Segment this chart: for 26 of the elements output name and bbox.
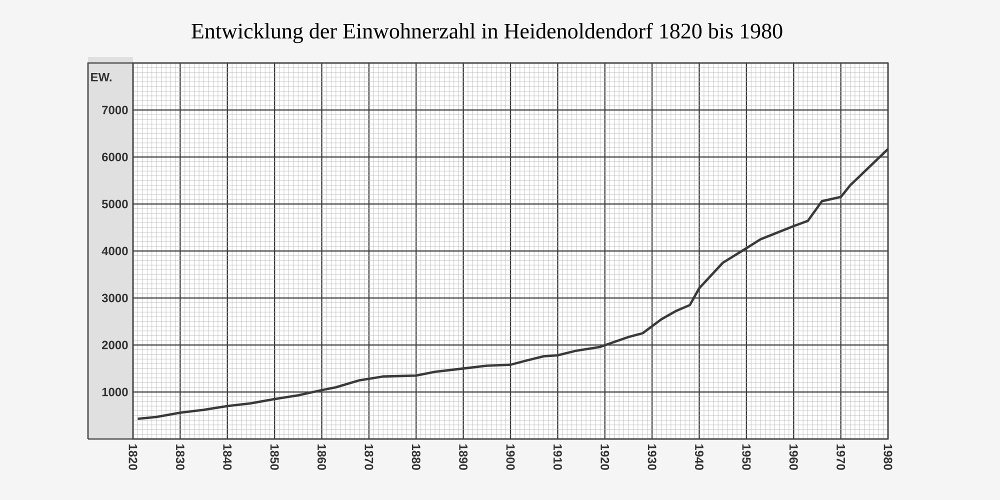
x-tick-label: 1830 <box>176 444 184 470</box>
x-tick-label: 1950 <box>742 444 751 470</box>
y-tick-label: 3000 <box>102 294 128 302</box>
x-tick-label: 1980 <box>884 444 892 470</box>
x-tick-label: 1820 <box>128 444 138 470</box>
y-tick-label: 2000 <box>102 340 128 350</box>
x-tick-label: 1850 <box>270 444 279 470</box>
x-tick-label: 1930 <box>648 444 656 470</box>
y-tick-label: 5000 <box>102 200 128 208</box>
y-tick-label: 6000 <box>102 152 128 162</box>
x-tick-label: 1860 <box>317 444 326 470</box>
x-tick-label: 1890 <box>459 444 468 470</box>
x-tick-label: 1880 <box>412 444 420 470</box>
y-tick-label: 7000 <box>102 106 128 114</box>
x-tick-label: 1920 <box>600 444 610 470</box>
y-tick-label: 4000 <box>102 246 128 256</box>
chart-title: Entwicklung der Einwohnerzahl in Heidenoldendorf 1820 bis 1980 <box>192 22 782 44</box>
x-tick-label: 1960 <box>789 444 798 470</box>
x-tick-label: 1940 <box>695 444 704 470</box>
y-tick-label: 1000 <box>102 388 128 396</box>
x-tick-label: 1840 <box>223 444 232 470</box>
x-tick-label: 1910 <box>553 444 562 470</box>
x-tick-label: 1970 <box>836 444 846 470</box>
x-tick-label: 1900 <box>506 444 515 470</box>
y-axis-title: EW. <box>91 73 112 82</box>
x-tick-label: 1870 <box>364 444 374 470</box>
